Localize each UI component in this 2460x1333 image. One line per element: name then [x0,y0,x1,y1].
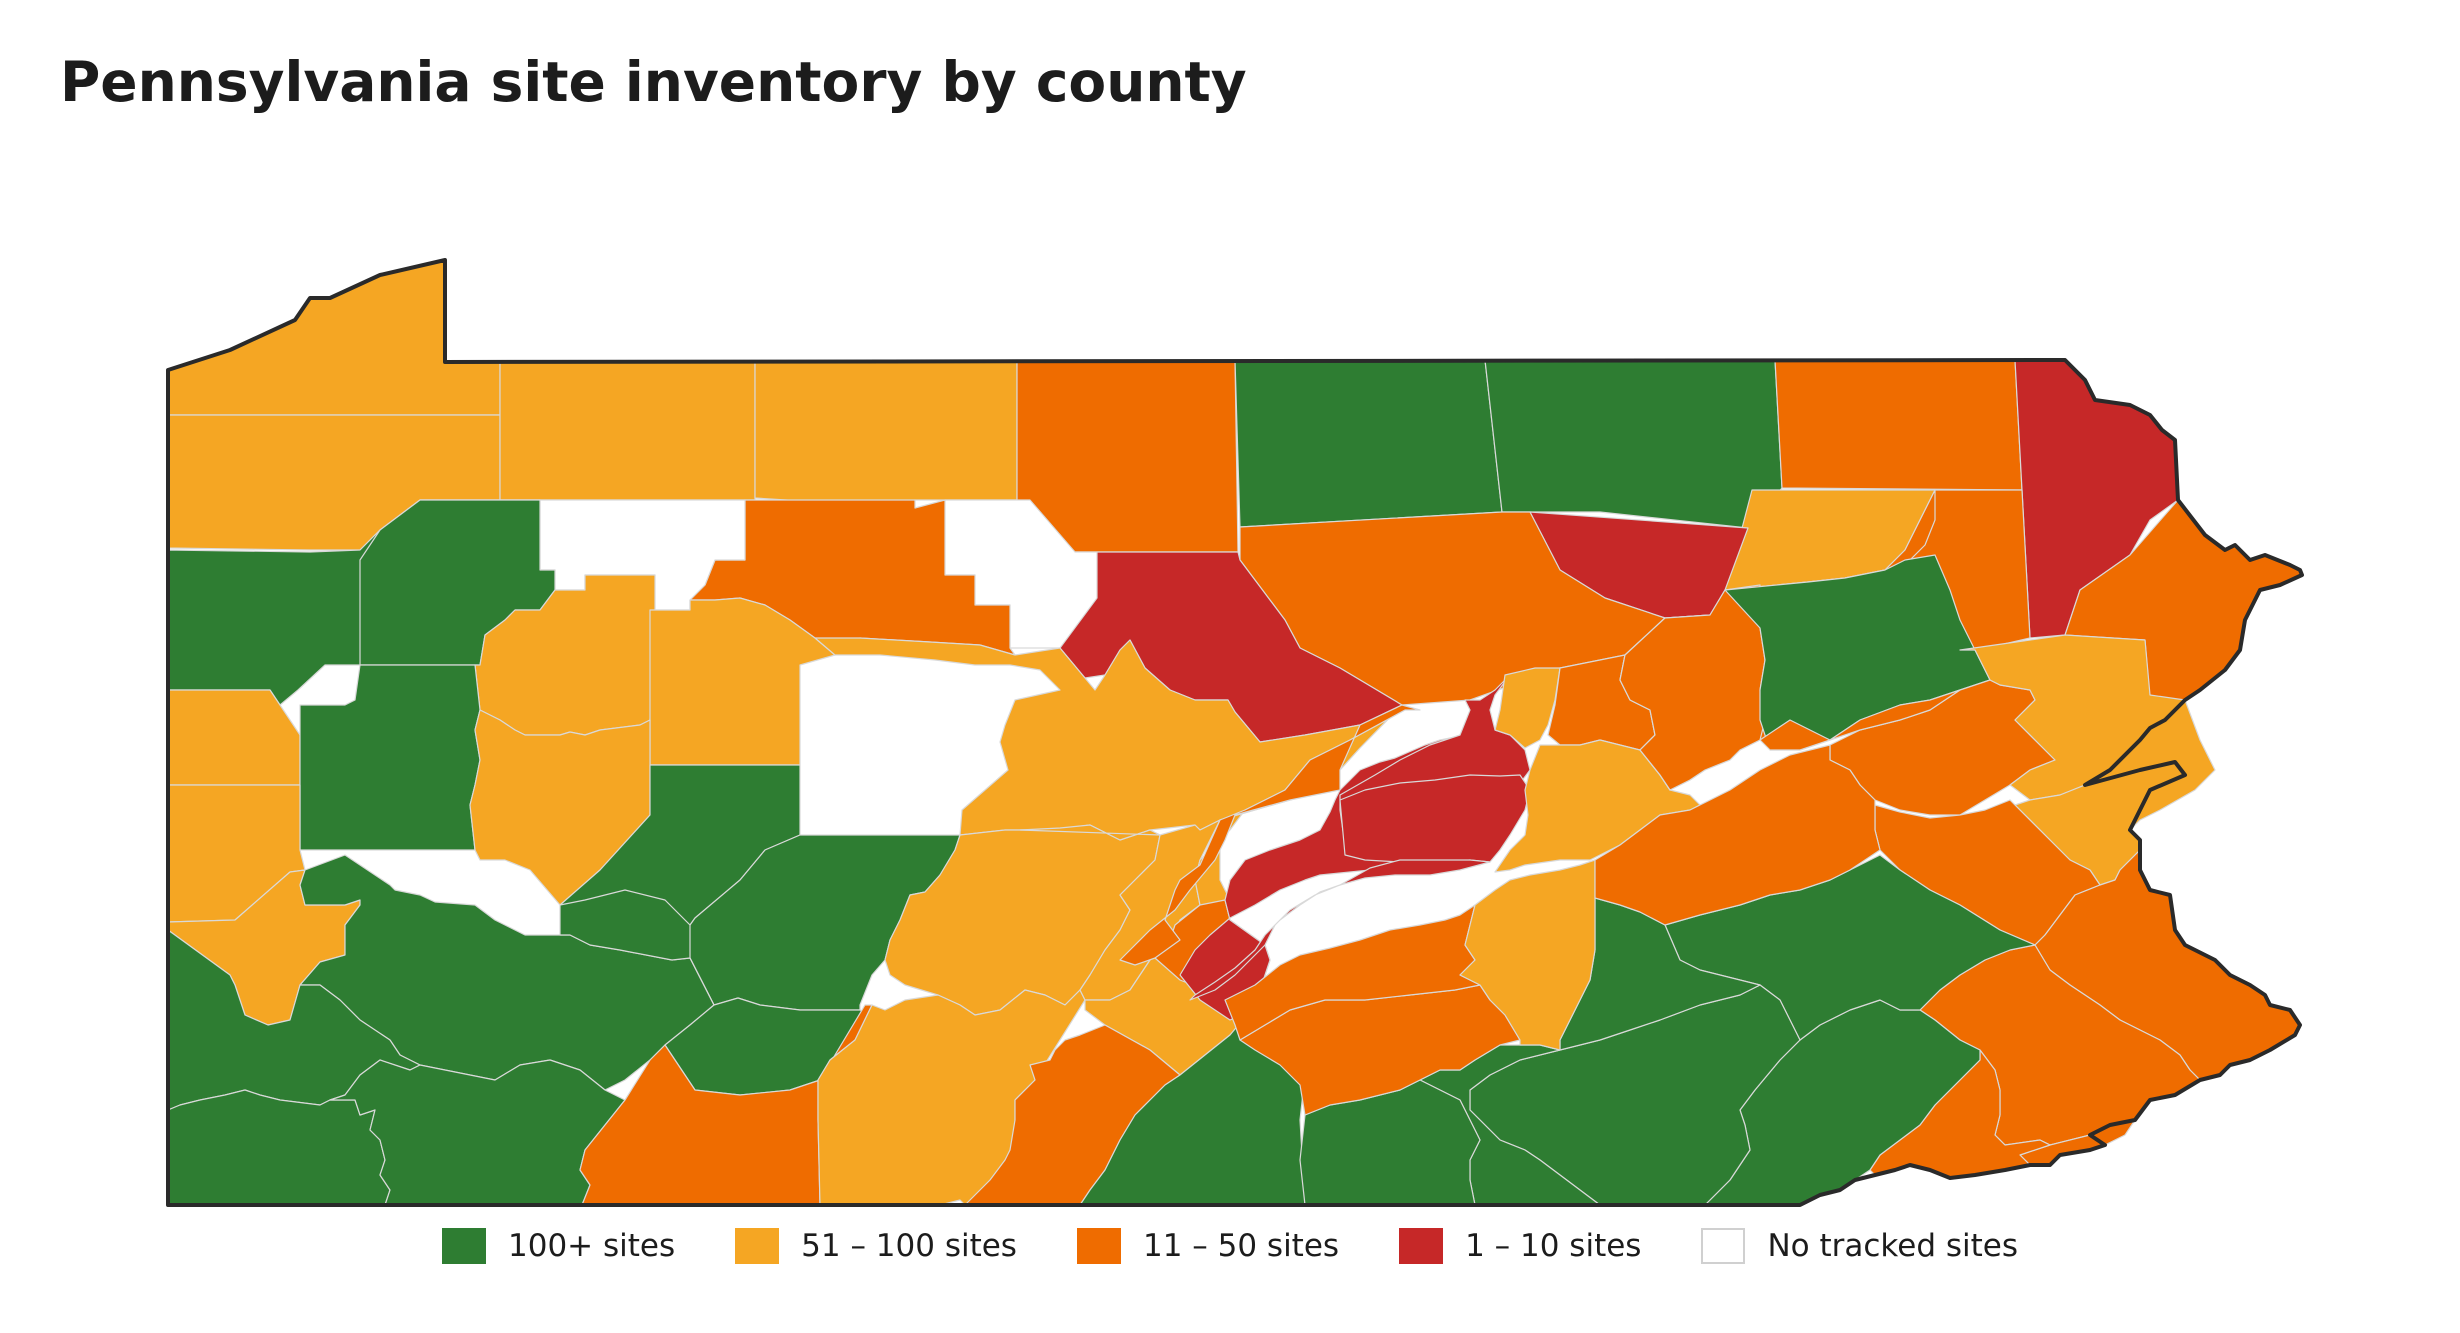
legend-label: 100+ sites [508,1228,676,1264]
county-centre[interactable] [1119,704,1421,966]
legend-swatch [735,1228,780,1264]
legend-label: No tracked sites [1767,1228,2018,1264]
legend-item: 1 – 10 sites [1399,1228,1641,1264]
county-carbon[interactable] [1759,689,1961,751]
county-dauphin[interactable] [1459,859,1596,1051]
legend-item: 11 – 50 sites [1076,1228,1340,1264]
legend-label: 11 – 50 sites [1142,1228,1340,1264]
map-title: Pennsylvania site inventory by county [60,50,1247,114]
state-outline [166,258,2304,1207]
county-juniata-perry[interactable] [1189,859,1491,1001]
legend-item: 51 – 100 sites [735,1228,1017,1264]
legend: 100+ sites 51 – 100 sites 11 – 50 sites 1 –… [0,1228,2460,1264]
legend-label: 1 – 10 sites [1465,1228,1642,1264]
county-warren[interactable] [499,361,756,501]
county-mckean[interactable] [754,359,1018,509]
legend-item: 100+ sites [442,1228,675,1264]
county-susquehanna[interactable] [1774,359,2023,491]
county-montour[interactable] [1494,667,1561,749]
county-greene[interactable] [167,1089,391,1206]
legend-swatch [1399,1228,1444,1264]
legend-swatch [1701,1228,1746,1264]
legend-swatch [442,1228,486,1264]
legend-item: No tracked sites [1701,1228,2018,1264]
county-mercer[interactable] [299,664,481,851]
county-tioga[interactable] [1234,359,1503,528]
county-bradford[interactable] [1484,359,1783,529]
county-erie[interactable] [167,259,501,416]
county-schuylkill[interactable] [1594,744,1881,926]
legend-swatch [1076,1228,1121,1264]
county-crawford-west[interactable] [167,689,301,786]
legend-label: 51 – 100 sites [801,1228,1017,1264]
